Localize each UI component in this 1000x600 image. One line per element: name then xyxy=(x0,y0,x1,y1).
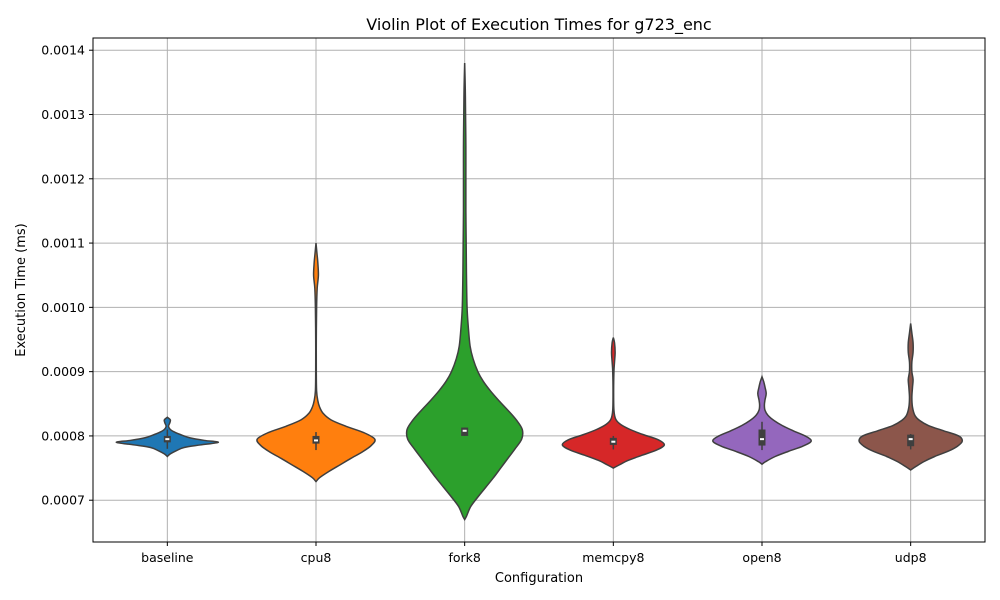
iqr-box-udp8 xyxy=(907,434,915,447)
violin-udp8 xyxy=(858,323,964,471)
violin-layer xyxy=(115,63,964,522)
iqr-box-open8 xyxy=(758,429,766,446)
median-udp8 xyxy=(908,438,913,441)
x-tick-label-fork8: fork8 xyxy=(448,550,480,565)
tick-layer: 0.0007 0.0008 0.0009 0.0010 0.0011 0.0012 0.00… xyxy=(41,43,926,565)
median-memcpy8 xyxy=(611,440,616,443)
median-open8 xyxy=(760,438,764,441)
y-tick-label: 0.0013 xyxy=(41,107,85,122)
median-fork8 xyxy=(462,429,467,432)
median-baseline xyxy=(165,438,170,441)
violin-cpu8 xyxy=(256,243,376,483)
x-tick-label-memcpy8: memcpy8 xyxy=(582,550,644,565)
plot-frame xyxy=(92,37,986,543)
y-tick-label: 0.0011 xyxy=(41,236,85,251)
x-tick-label-udp8: udp8 xyxy=(895,550,927,565)
x-tick-label-cpu8: cpu8 xyxy=(301,550,332,565)
x-axis-label: Configuration xyxy=(495,571,583,586)
y-tick-label: 0.0014 xyxy=(41,43,85,58)
median-cpu8 xyxy=(314,439,318,442)
chart-title: Violin Plot of Execution Times for g723_… xyxy=(366,15,711,35)
y-tick-label: 0.0008 xyxy=(41,428,85,443)
y-tick-label: 0.0009 xyxy=(41,364,85,379)
x-tick-label-open8: open8 xyxy=(742,550,781,565)
violin-open8 xyxy=(712,374,812,466)
violin-fork8 xyxy=(405,63,524,522)
y-tick-label: 0.0010 xyxy=(41,300,85,315)
x-tick-label-baseline: baseline xyxy=(141,550,194,565)
y-tick-label: 0.0007 xyxy=(41,493,85,508)
y-axis-label: Execution Time (ms) xyxy=(14,223,29,356)
violin-memcpy8 xyxy=(561,337,666,469)
y-tick-label: 0.0012 xyxy=(41,171,85,186)
